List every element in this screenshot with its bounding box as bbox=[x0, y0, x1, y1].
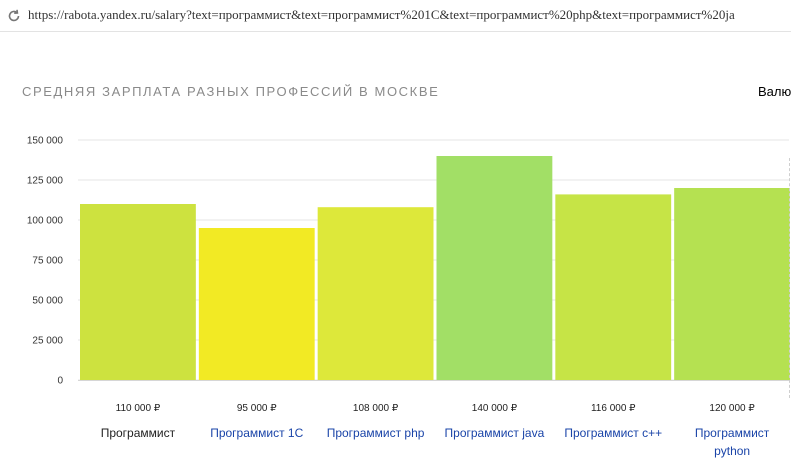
bar bbox=[317, 207, 434, 380]
bar-value-label: 120 000 ₽ bbox=[709, 403, 755, 414]
y-tick-label: 100 000 bbox=[27, 216, 64, 227]
url-text[interactable]: https://rabota.yandex.ru/salary?text=про… bbox=[28, 7, 735, 22]
bar bbox=[436, 156, 553, 380]
y-tick-label: 75 000 bbox=[32, 256, 63, 267]
bar-value-label: 116 000 ₽ bbox=[591, 403, 636, 414]
y-tick-label: 50 000 bbox=[32, 296, 63, 307]
bar bbox=[198, 228, 315, 380]
y-tick-label: 25 000 bbox=[32, 336, 63, 347]
bar-value-label: 140 000 ₽ bbox=[472, 403, 518, 414]
bar bbox=[555, 194, 672, 380]
category-label: Программист bbox=[100, 426, 176, 440]
category-link[interactable]: Программист 1С bbox=[210, 426, 304, 440]
y-tick-label: 0 bbox=[57, 376, 63, 387]
page-title: СРЕДНЯЯ ЗАРПЛАТА РАЗНЫХ ПРОФЕССИЙ В МОСК… bbox=[22, 84, 440, 99]
y-tick-label: 125 000 bbox=[27, 176, 64, 187]
category-link[interactable]: Программист php bbox=[326, 426, 425, 440]
bar-value-label: 108 000 ₽ bbox=[353, 403, 399, 414]
bar-value-label: 95 000 ₽ bbox=[237, 403, 277, 414]
address-bar[interactable]: https://rabota.yandex.ru/salary?text=про… bbox=[0, 0, 791, 32]
currency-selector[interactable]: Валю bbox=[758, 84, 791, 99]
category-link[interactable]: Программист c++ bbox=[564, 426, 663, 440]
y-tick-label: 150 000 bbox=[27, 136, 64, 147]
reload-icon[interactable] bbox=[6, 8, 22, 24]
bar bbox=[674, 188, 790, 380]
bar bbox=[80, 204, 196, 380]
chart-right-guide bbox=[789, 158, 790, 398]
category-link[interactable]: Программист python bbox=[694, 426, 770, 458]
category-link[interactable]: Программист java bbox=[444, 426, 545, 440]
bar-value-label: 110 000 ₽ bbox=[116, 403, 161, 414]
salary-bar-chart: 0 25 000 50 000 75 000 100 000 125 000 150 000… bbox=[27, 136, 790, 414]
